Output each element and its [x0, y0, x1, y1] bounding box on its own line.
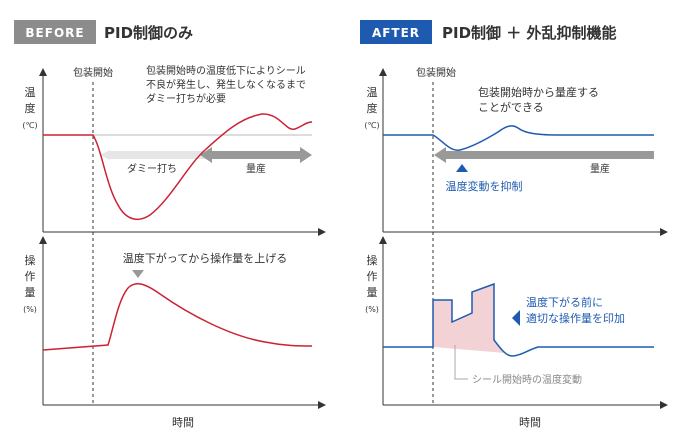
before-note-line-3: ダミー打ちが必要: [146, 92, 226, 105]
before-production-arrow-body: [210, 151, 302, 159]
before-dummy-label: ダミー打ち: [127, 162, 177, 175]
before-mv-label-1: 操: [25, 253, 36, 267]
after-panel: AFTER PID制御 ＋ 外乱抑制機能 温 度 (℃) 包装開始 包装開始時か…: [360, 20, 668, 429]
after-mv-unit: (%): [365, 305, 379, 314]
after-start-label: 包装開始: [416, 66, 456, 79]
after-production-label: 量産: [590, 162, 610, 175]
before-mv-marker: [132, 270, 144, 278]
after-mv-note-line-2: 適切な操作量を印加: [526, 311, 625, 325]
after-temp-label-2: 度: [367, 101, 378, 115]
after-tag: AFTER: [372, 26, 420, 40]
before-production-label: 量産: [246, 162, 266, 175]
after-suppress-marker: [456, 164, 468, 172]
after-mv-label-2: 作: [367, 270, 378, 283]
after-suppress-label: 温度変動を抑制: [446, 179, 523, 193]
before-tag-bg: [14, 20, 96, 44]
after-note-line-1: 包装開始時から量産する: [478, 85, 599, 99]
before-panel: BEFORE PID制御のみ 温 度 (℃) 包装開始 包装開始時の温度低下によ…: [14, 20, 326, 429]
after-temp-curve: [383, 125, 654, 151]
before-production-arrow-right-head: [300, 147, 312, 163]
before-production-arrow-left-head: [200, 147, 212, 163]
after-tag-bg: [360, 20, 432, 44]
before-tag: BEFORE: [25, 26, 84, 40]
before-temp-label-2: 度: [25, 101, 36, 115]
after-disturbance-area: [433, 284, 505, 353]
after-title: PID制御 ＋ 外乱抑制機能: [442, 24, 616, 42]
before-note-line-1: 包装開始時の温度低下によりシール: [146, 64, 306, 77]
before-temp-label-1: 温: [25, 86, 36, 99]
before-mv-label-2: 作: [25, 270, 36, 283]
after-note-line-2: ことができる: [478, 100, 544, 114]
before-mv-unit: (%): [23, 305, 37, 314]
before-start-label: 包装開始: [73, 66, 113, 79]
after-mv-label-3: 量: [367, 286, 378, 299]
after-production-arrow-body: [444, 151, 654, 159]
before-temp-unit: (℃): [22, 121, 37, 130]
after-mv-marker: [512, 310, 520, 326]
after-disturbance-label: シール開始時の温度変動: [472, 373, 582, 386]
before-time-label: 時間: [172, 416, 194, 429]
after-temp-unit: (℃): [364, 121, 379, 130]
before-mv-curve: [42, 283, 313, 351]
before-mv-label-3: 量: [25, 286, 36, 299]
after-disturbance-leader: [454, 345, 468, 380]
after-mv-label-1: 操: [367, 253, 378, 267]
after-production-arrow-head: [434, 147, 446, 163]
before-note-line-2: 不良が発生し、発生しなくなるまで: [146, 78, 306, 91]
after-time-label: 時間: [519, 416, 541, 429]
after-mv-note-line-1: 温度下がる前に: [526, 295, 603, 309]
before-title: PID制御のみ: [104, 24, 193, 42]
before-temp-curve: [43, 113, 313, 221]
after-mv-curve: [383, 282, 654, 357]
before-dummy-arrow-body: [108, 151, 208, 159]
before-mv-note: 温度下がってから操作量を上げる: [123, 251, 287, 265]
after-temp-label-1: 温: [367, 86, 378, 99]
